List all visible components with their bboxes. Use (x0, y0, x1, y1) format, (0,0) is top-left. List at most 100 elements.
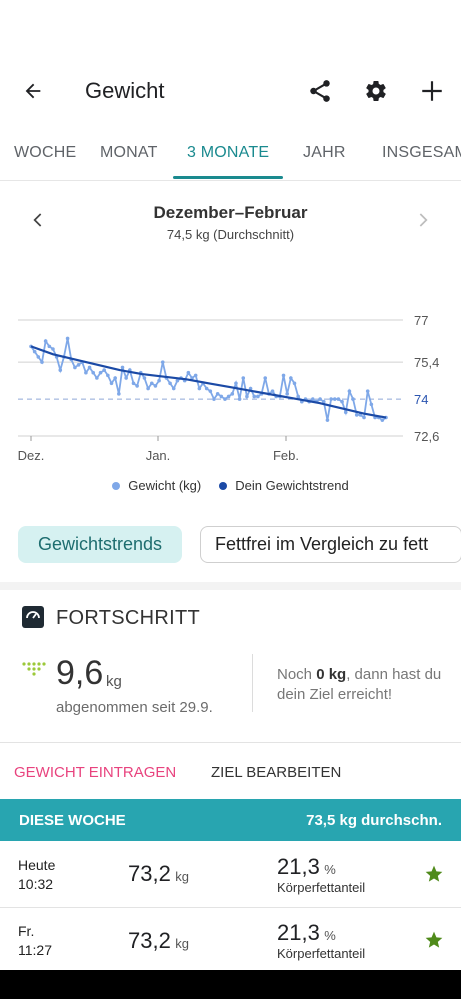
entry-weight-unit: kg (175, 936, 190, 951)
tab-month[interactable]: MONAT (100, 144, 158, 161)
weight-point (131, 381, 136, 386)
trend-legend-dot (219, 481, 228, 490)
star-icon (424, 864, 444, 889)
tabs-divider (0, 180, 461, 181)
weight-point (32, 349, 37, 354)
chevron-right-icon (419, 213, 428, 227)
tab-3-months[interactable]: 3 MONATE (187, 144, 270, 161)
weight-point (332, 397, 337, 401)
weight-point (197, 386, 202, 391)
weight-point (190, 376, 194, 380)
weight-point (252, 394, 257, 399)
chevron-left-icon (33, 213, 42, 227)
settings-button[interactable] (356, 71, 396, 111)
entry-weight-value: 73,2 (128, 928, 171, 953)
log-weight-button[interactable]: GEWICHT EINTRAGEN (14, 764, 177, 781)
weight-point (230, 392, 235, 396)
weight-point (91, 370, 96, 375)
weight-point (58, 368, 63, 372)
weight-point (47, 344, 52, 349)
weight-point (296, 394, 300, 399)
weight-point (36, 355, 41, 359)
entry-day: Fr. (18, 923, 35, 939)
weight-point (329, 397, 333, 401)
weight-point (186, 370, 191, 375)
weight-point (245, 394, 249, 399)
weight-point (124, 376, 128, 380)
chip-lean-vs-fat[interactable]: Fettfrei im Vergleich zu fett (200, 526, 461, 563)
weight-point (212, 397, 216, 401)
previous-range-button[interactable] (18, 200, 58, 240)
weight-point (73, 365, 77, 370)
weight-point (98, 370, 103, 375)
period-tabs: WOCHE MONAT 3 MONATE JAHR INSGESAMT (0, 138, 461, 180)
tab-year[interactable]: JAHR (303, 144, 346, 161)
entry-weight: 73,2 kg (128, 861, 189, 887)
progress-caption: abgenommen seit 29.9. (56, 699, 213, 716)
progress-divider (252, 654, 253, 712)
weight-point (142, 376, 147, 380)
weight-legend-label: Gewicht (kg) (128, 478, 202, 493)
progress-title: FORTSCHRITT (56, 607, 201, 629)
entry-day: Heute (18, 857, 56, 873)
chip-weight-trends-label: Gewichtstrends (37, 534, 163, 554)
weight-point (102, 368, 106, 372)
weight-point (40, 360, 44, 364)
entry-weight-value: 73,2 (128, 861, 171, 886)
goal-prefix: Noch (277, 666, 317, 683)
weight-series-line (30, 338, 387, 422)
weight-point (175, 378, 180, 383)
this-week-average: 73,5 kg durchschn. (306, 812, 442, 829)
weight-point (168, 381, 172, 386)
tab-total[interactable]: INSGESAMT (382, 144, 461, 161)
weight-point (153, 384, 158, 388)
weight-point (76, 363, 81, 367)
weight-point (51, 347, 55, 351)
weight-point (113, 376, 117, 380)
weight-point (157, 378, 161, 383)
entry-fat: 21,3 % (277, 920, 336, 946)
entry-fat: 21,3 % (277, 854, 336, 880)
weight-point (219, 394, 224, 399)
entry-row[interactable]: Fr. 11:27 73,2 kg 21,3 % Körperfettantei… (0, 908, 461, 970)
entry-fat-value: 21,3 (277, 854, 320, 879)
trend-legend-label: Dein Gewichtstrend (235, 478, 349, 493)
weight-point (171, 386, 176, 391)
goal-message: Noch 0 kg, dann hast du dein Ziel erreic… (277, 665, 447, 705)
weight-point (318, 397, 322, 401)
goal-amount: 0 kg (316, 666, 347, 683)
goal-suffix: , dann hast du dein Ziel erreicht! (277, 666, 442, 703)
x-tick-label: Dez. (18, 448, 45, 463)
entry-time: 11:27 (18, 942, 52, 958)
entry-fat-unit: % (324, 928, 336, 943)
entry-time: 10:32 (18, 876, 54, 892)
entry-weight-unit: kg (175, 869, 190, 884)
page-title: Gewicht (85, 78, 165, 103)
weight-point (43, 339, 48, 343)
this-week-header: DIESE WOCHE 73,5 kg durchschn. (0, 799, 461, 841)
entry-fat-label: Körperfettanteil (277, 880, 366, 895)
gear-icon (366, 81, 386, 102)
chip-weight-trends[interactable]: Gewichtstrends (18, 526, 182, 563)
tab-week[interactable]: WOCHE (14, 144, 77, 161)
weight-point (234, 381, 238, 386)
next-range-button[interactable] (403, 200, 443, 240)
weight-point (84, 370, 88, 375)
edit-goal-button[interactable]: ZIEL BEARBEITEN (211, 764, 342, 781)
chip-lean-vs-fat-label: Fettfrei im Vergleich zu fett (215, 534, 429, 554)
star-icon (424, 930, 444, 955)
weight-point (120, 365, 125, 370)
add-button[interactable] (412, 71, 452, 111)
back-button[interactable] (13, 71, 53, 111)
y-tick-label: 74 (414, 392, 428, 407)
weight-point (193, 373, 198, 378)
share-button[interactable] (300, 71, 340, 111)
weight-point (343, 410, 348, 415)
weight-point (292, 381, 297, 386)
weight-point (149, 381, 154, 386)
weight-point (146, 386, 150, 391)
weight-point (347, 389, 352, 393)
y-tick-label: 75,4 (414, 355, 439, 370)
entry-row[interactable]: Heute 10:32 73,2 kg 21,3 % Körperfettant… (0, 841, 461, 907)
weight-point (65, 336, 70, 341)
